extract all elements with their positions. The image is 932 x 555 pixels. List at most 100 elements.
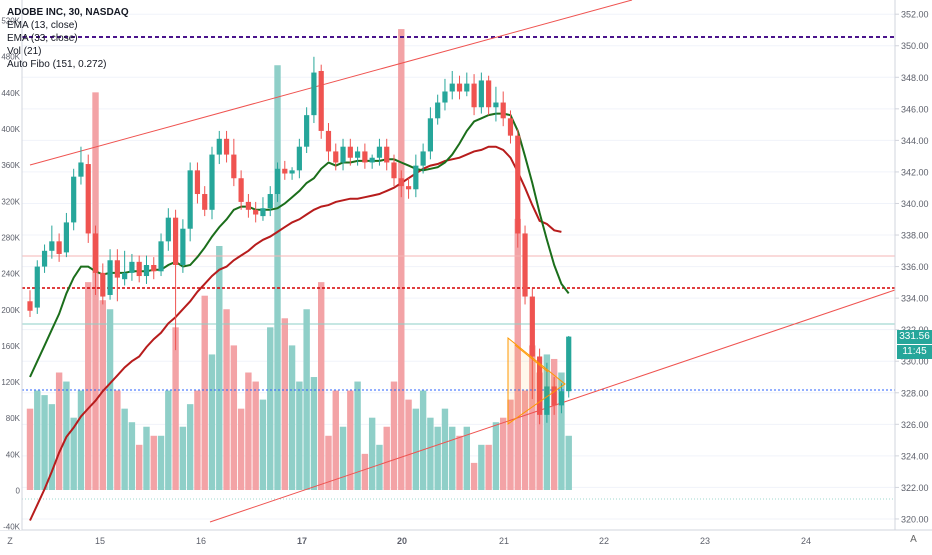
- candle-body: [223, 138, 230, 155]
- candle-body: [49, 241, 55, 251]
- volume-tick-label: 0: [16, 487, 21, 496]
- candle-body: [282, 168, 288, 174]
- volume-tick-label: 440K: [1, 89, 20, 98]
- candle-body: [347, 146, 353, 158]
- candle-body: [340, 146, 346, 163]
- auto-scale-button[interactable]: A: [910, 534, 917, 545]
- price-tick-label: 336.00: [901, 262, 929, 272]
- candle-body: [507, 118, 514, 136]
- indicator-volume[interactable]: Vol (21): [7, 46, 42, 57]
- candle-body: [449, 83, 455, 92]
- volume-bar: [398, 29, 405, 491]
- candle-body: [180, 228, 186, 265]
- volume-bar: [77, 390, 85, 490]
- candle-body: [78, 162, 84, 177]
- volume-bar: [259, 399, 267, 490]
- price-tick-label: 350.00: [901, 41, 929, 51]
- volume-bar: [237, 408, 245, 490]
- volume-bar: [449, 426, 456, 490]
- volume-bar: [325, 435, 332, 490]
- candle-body: [456, 83, 463, 92]
- volume-tick-label: 40K: [6, 450, 21, 459]
- volume-bar: [434, 426, 441, 490]
- volume-bar: [492, 422, 500, 490]
- candle-body: [63, 222, 69, 253]
- volume-bar: [41, 395, 48, 490]
- candle-body: [391, 162, 397, 179]
- candle-body: [114, 260, 120, 278]
- volume-tick-label: -40K: [3, 523, 21, 532]
- candle-body: [384, 146, 390, 163]
- candle-body: [158, 241, 164, 272]
- channel-lower: [209, 289, 896, 523]
- candle-body: [231, 154, 237, 179]
- time-tick-label: 16: [196, 536, 206, 546]
- volume-bar: [332, 390, 339, 490]
- volume-tick-label: 240K: [1, 270, 20, 279]
- volume-bar: [34, 390, 41, 490]
- volume-bar: [500, 417, 507, 490]
- volume-bar: [565, 435, 572, 490]
- candle-body: [500, 102, 506, 119]
- volume-tick-label: 280K: [1, 233, 20, 242]
- volume-bar: [252, 381, 259, 490]
- candle-body: [311, 72, 317, 116]
- candle-body: [398, 178, 404, 187]
- volume-bar: [529, 345, 536, 490]
- volume-bar: [150, 435, 157, 490]
- volume-tick-label: 520K: [1, 17, 20, 26]
- candle-body: [471, 83, 477, 108]
- candle-body: [187, 170, 193, 229]
- volume-tick-label: 200K: [1, 306, 20, 315]
- volume-bar: [274, 65, 281, 491]
- time-tick-label: 15: [95, 536, 105, 546]
- indicator-ema33[interactable]: EMA (33, close): [7, 33, 78, 44]
- volume-bar: [521, 390, 529, 490]
- candle-body: [551, 386, 557, 406]
- candle-body: [333, 151, 339, 163]
- volume-bar: [165, 390, 172, 490]
- volume-bar: [536, 372, 543, 490]
- candle-body: [274, 168, 281, 195]
- legend: ADOBE INC, 30, NASDAQ EMA (13, close) EM…: [7, 6, 129, 71]
- candle-body: [122, 272, 128, 280]
- volume-bar: [419, 390, 427, 490]
- volume-bar: [201, 295, 208, 490]
- indicator-ema13[interactable]: EMA (13, close): [7, 20, 78, 31]
- candle-body: [420, 151, 426, 166]
- candle-body: [369, 157, 375, 163]
- volume-bar: [405, 399, 412, 490]
- volume-bar: [179, 426, 187, 490]
- candle-body: [413, 165, 419, 190]
- price-tick-label: 334.00: [901, 294, 929, 304]
- indicator-autofibo[interactable]: Auto Fibo (151, 0.272): [7, 59, 107, 70]
- last-price-badge: 331.56: [897, 329, 932, 344]
- volume-bar: [383, 426, 390, 490]
- candle-body: [92, 233, 99, 273]
- volume-tick-label: 480K: [1, 53, 20, 62]
- candle-body: [100, 272, 106, 297]
- countdown-badge: 11:45: [897, 344, 932, 359]
- time-tick-label: 20: [397, 536, 407, 546]
- candle-body: [435, 102, 441, 119]
- candle-body: [289, 170, 295, 174]
- candle-body: [194, 170, 201, 195]
- volume-bar: [114, 390, 121, 490]
- symbol-title[interactable]: ADOBE INC, 30, NASDAQ: [7, 7, 129, 18]
- candle-body: [173, 217, 179, 265]
- volume-bar: [128, 422, 136, 490]
- volume-bar: [507, 399, 514, 490]
- volume-bar: [368, 417, 376, 490]
- candle-body: [537, 356, 543, 415]
- price-tick-label: 342.00: [901, 167, 929, 177]
- candle-body: [143, 265, 150, 277]
- volume-bar: [463, 426, 470, 490]
- candle-body: [325, 130, 332, 152]
- candle-body: [136, 261, 142, 277]
- volume-bar: [26, 408, 34, 490]
- volume-bar: [288, 345, 296, 490]
- volume-bar: [412, 408, 420, 490]
- volume-bar: [157, 435, 165, 490]
